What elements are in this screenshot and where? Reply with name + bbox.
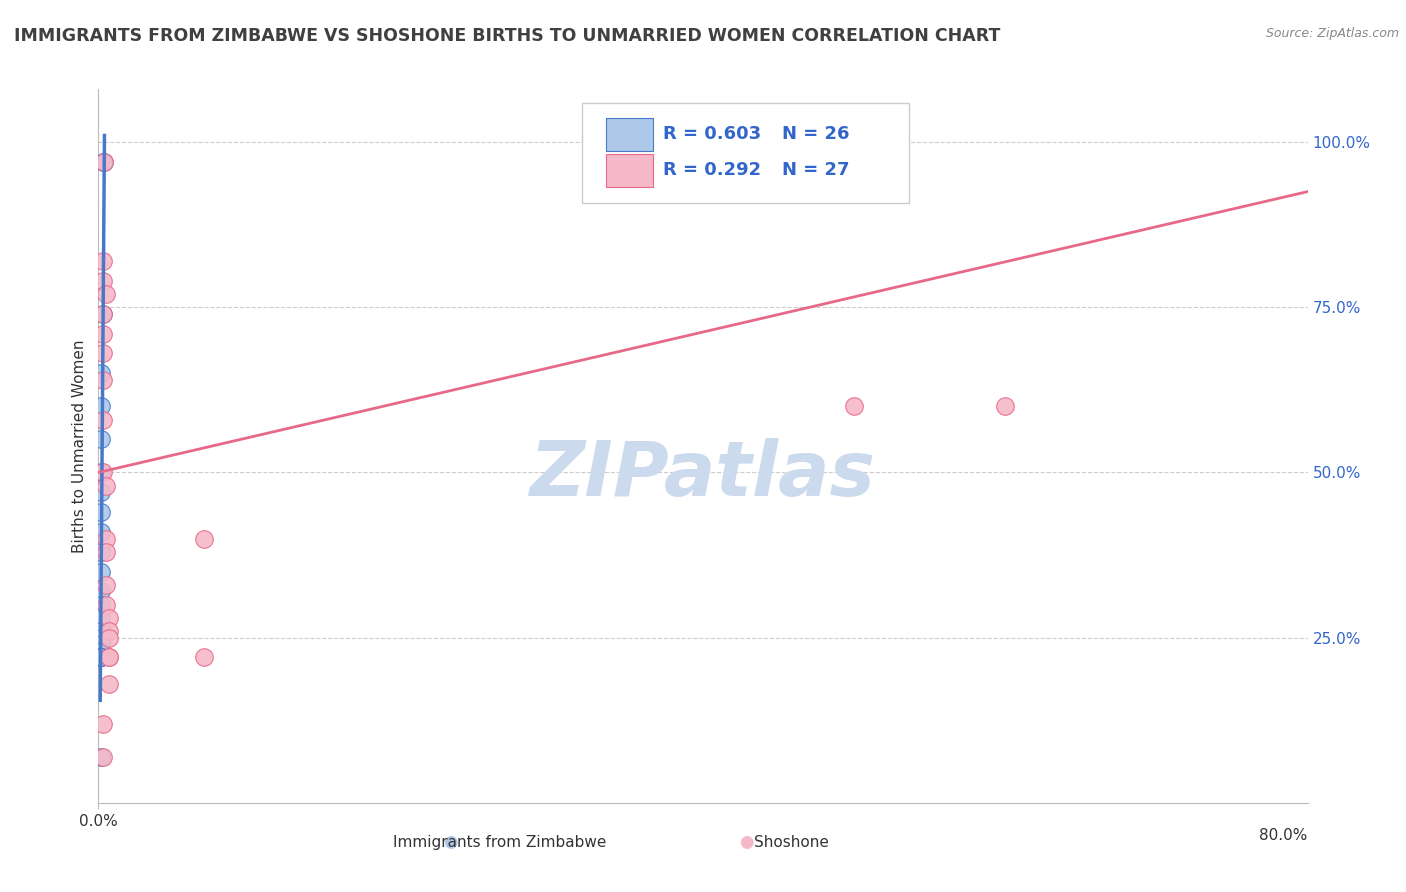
Point xyxy=(90,598,112,612)
Text: N = 26: N = 26 xyxy=(782,125,849,143)
FancyBboxPatch shape xyxy=(582,103,908,203)
Point xyxy=(90,749,112,764)
Point xyxy=(94,598,117,612)
Point xyxy=(90,505,112,519)
Text: Shoshone: Shoshone xyxy=(754,835,830,849)
Point xyxy=(91,466,114,480)
Point xyxy=(844,400,866,414)
Point xyxy=(90,400,112,414)
Point xyxy=(90,631,112,645)
Point xyxy=(91,254,114,268)
Point xyxy=(94,287,117,301)
Point xyxy=(90,611,112,625)
Text: ●: ● xyxy=(740,833,754,851)
Point xyxy=(91,749,114,764)
Y-axis label: Births to Unmarried Women: Births to Unmarried Women xyxy=(72,339,87,553)
Point xyxy=(90,565,112,579)
Point xyxy=(98,650,121,665)
FancyBboxPatch shape xyxy=(606,154,654,187)
Text: R = 0.292: R = 0.292 xyxy=(664,161,761,178)
Point xyxy=(91,412,114,426)
Point xyxy=(90,524,112,539)
Point xyxy=(91,326,114,341)
Point xyxy=(94,478,117,492)
Point xyxy=(90,545,112,559)
Point xyxy=(91,346,114,360)
Point xyxy=(90,433,112,447)
Point xyxy=(91,307,114,321)
Point xyxy=(90,624,112,638)
Point xyxy=(98,631,121,645)
Point xyxy=(91,307,114,321)
Text: IMMIGRANTS FROM ZIMBABWE VS SHOSHONE BIRTHS TO UNMARRIED WOMEN CORRELATION CHART: IMMIGRANTS FROM ZIMBABWE VS SHOSHONE BIR… xyxy=(14,27,1001,45)
Point xyxy=(193,532,215,546)
Point xyxy=(93,154,115,169)
Point xyxy=(94,545,117,559)
Point xyxy=(94,578,117,592)
Point xyxy=(90,650,112,665)
Point xyxy=(90,367,112,381)
Text: N = 27: N = 27 xyxy=(782,161,849,178)
Point xyxy=(93,154,115,169)
Point xyxy=(98,611,121,625)
Point xyxy=(90,637,112,651)
Point xyxy=(91,716,114,731)
Point xyxy=(90,584,112,599)
Point xyxy=(90,650,112,665)
Text: 80.0%: 80.0% xyxy=(1260,828,1308,843)
Point xyxy=(90,650,112,665)
Point xyxy=(91,373,114,387)
Text: R = 0.603: R = 0.603 xyxy=(664,125,761,143)
Text: Immigrants from Zimbabwe: Immigrants from Zimbabwe xyxy=(392,835,606,849)
Point xyxy=(193,650,215,665)
Point xyxy=(94,532,117,546)
Point xyxy=(994,400,1017,414)
Text: ZIPatlas: ZIPatlas xyxy=(530,438,876,511)
Point xyxy=(90,650,112,665)
Text: Source: ZipAtlas.com: Source: ZipAtlas.com xyxy=(1265,27,1399,40)
Point xyxy=(91,274,114,288)
Point xyxy=(98,650,121,665)
Point xyxy=(91,154,114,169)
Point xyxy=(90,466,112,480)
Point xyxy=(90,644,112,658)
Point xyxy=(90,650,112,665)
Point xyxy=(90,650,112,665)
Point xyxy=(98,624,121,638)
Text: ●: ● xyxy=(443,833,457,851)
Point xyxy=(90,485,112,500)
Point xyxy=(98,677,121,691)
FancyBboxPatch shape xyxy=(606,119,654,152)
